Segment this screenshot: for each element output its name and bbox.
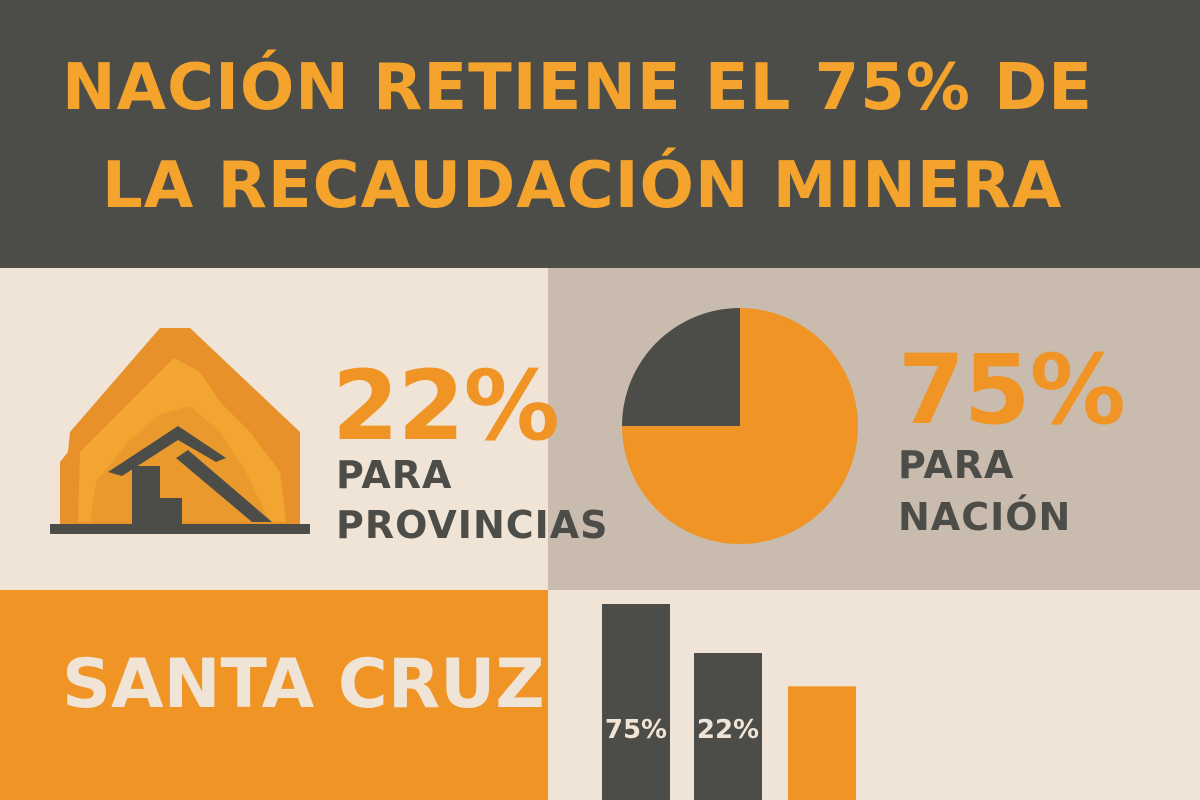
pie-slice-1	[622, 308, 740, 426]
bar-chart: 75% 22%	[602, 604, 856, 800]
bar-2	[788, 686, 856, 800]
provincias-label-line-2: PROVINCIAS	[336, 503, 609, 547]
provincias-label-line-1: PARA	[336, 453, 453, 497]
title-line-1: NACIÓN RETIENE EL 75% DE	[62, 51, 1093, 125]
mine-entrance-icon	[50, 328, 310, 534]
region-band	[0, 590, 548, 800]
nacion-label-line-1: PARA	[898, 443, 1015, 487]
bar-0	[602, 604, 670, 800]
bar-1	[694, 653, 762, 800]
nacion-label-line-2: NACIÓN	[898, 495, 1072, 539]
header-band: NACIÓN RETIENE EL 75% DE LA RECAUDACIÓN …	[0, 0, 1200, 268]
region-name: SANTA CRUZ	[62, 645, 545, 724]
nacion-percent: 75%	[898, 334, 1126, 446]
bar-label-1: 22%	[697, 715, 759, 745]
bar-label-0: 75%	[605, 715, 667, 745]
pie-chart	[622, 308, 858, 544]
provincias-percent: 22%	[332, 350, 560, 462]
title-line-2: LA RECAUDACIÓN MINERA	[102, 149, 1063, 223]
